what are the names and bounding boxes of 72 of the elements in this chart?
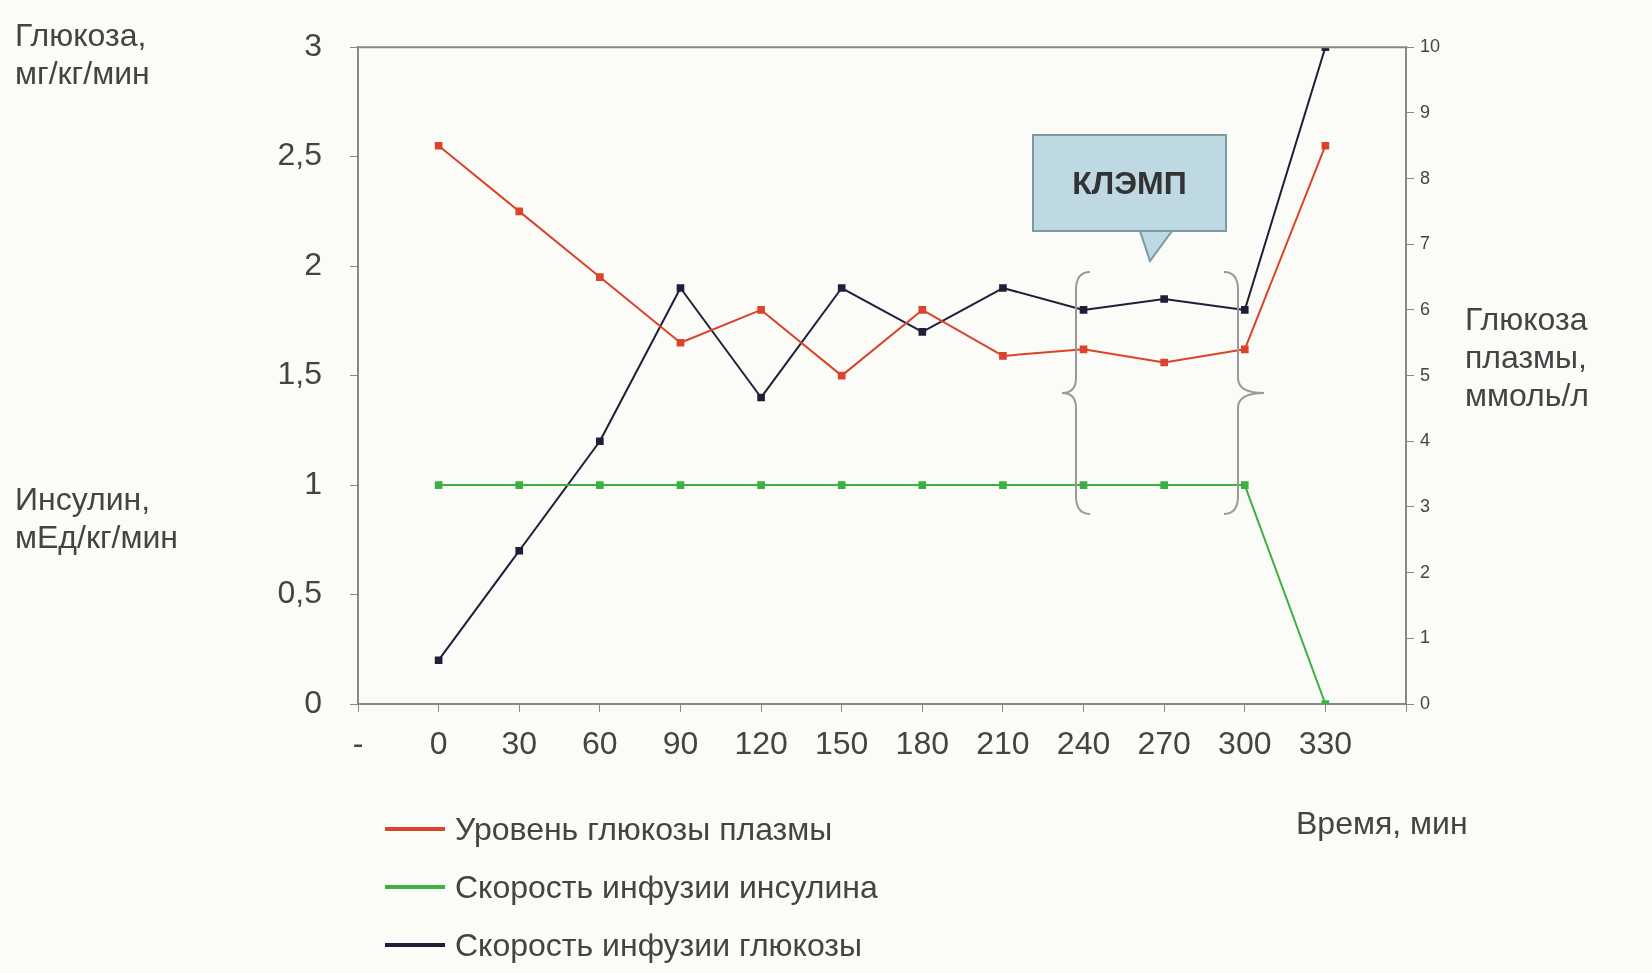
x-tick-label: 300 [1218,725,1272,762]
x-tick-label: 60 [582,725,618,762]
point [676,284,685,292]
point [757,481,765,489]
point [434,141,443,150]
point [1079,306,1088,314]
x-tick-label: 0 [429,725,448,762]
point [999,352,1007,360]
point [837,481,846,489]
x-tick-label: - [352,725,364,762]
point [1321,141,1330,150]
point [1160,481,1168,489]
y-tick-label: 1,5 [277,355,322,392]
y2-tick-label: 10 [1420,36,1441,57]
text: Инсулин, мЕд/кг/мин [15,480,179,556]
y-axis-title: Глюкоза, мг/кг/мин [15,16,151,92]
point [434,656,443,665]
point [434,481,443,489]
x-tick-label: 270 [1137,725,1191,762]
y2-tick-label: 0 [1420,692,1431,713]
legend-label: Уровень глюкозы плазмы [455,810,833,849]
point [515,546,524,555]
point [757,306,765,314]
y-tick-label: 0,5 [277,574,322,611]
legend-label: Скорость инфузии инсулина [455,868,878,907]
x-tick-label: 180 [895,725,949,762]
point [676,481,685,489]
x-axis-title: Время, мин [1296,804,1468,842]
legend-label: Скорость инфузии глюкозы [455,926,863,965]
point [999,481,1007,489]
point [596,437,604,446]
point [918,327,927,336]
x-tick-label: 330 [1298,725,1353,762]
point [837,284,846,292]
y-tick-label: 0 [304,683,322,720]
x-tick-label: 240 [1056,725,1111,762]
y2-tick-label: 9 [1420,101,1431,122]
point [1079,481,1088,489]
point [1160,295,1168,303]
point [515,481,524,489]
point [596,481,604,489]
y2-tick-label: 4 [1420,430,1431,451]
y-tick-label: 1 [304,464,322,501]
x-tick-label: 90 [662,725,699,762]
point [676,338,685,347]
y2-tick-label: 8 [1420,167,1431,188]
point [757,393,765,402]
y-tick-label: 3 [304,27,322,64]
point [515,207,524,216]
x-tick-label: 30 [501,725,538,762]
x-tick-label: 210 [976,725,1030,762]
y-tick-label: 2 [304,245,322,282]
point [837,371,846,380]
y2-tick-label: 1 [1420,627,1431,648]
x-tick-label: 120 [734,725,788,762]
y2-tick-label: 6 [1420,298,1431,319]
point [1240,306,1249,314]
y2-axis-title: Глюкоза плазмы, ммоль/л [1465,300,1590,414]
point [918,481,927,489]
y-tick-label: 2,5 [277,136,322,173]
point [1240,345,1249,354]
point [596,273,604,281]
annotation: КЛЭМП [1032,134,1227,232]
point [999,284,1007,292]
y2-tick-label: 3 [1420,495,1431,516]
point [1240,481,1249,489]
y2-tick-label: 5 [1420,364,1431,385]
x-tick-label: 150 [815,725,869,762]
y2-tick-label: 7 [1420,233,1431,254]
point [918,306,927,314]
y2-tick-label: 2 [1420,561,1431,582]
point [1160,358,1168,367]
